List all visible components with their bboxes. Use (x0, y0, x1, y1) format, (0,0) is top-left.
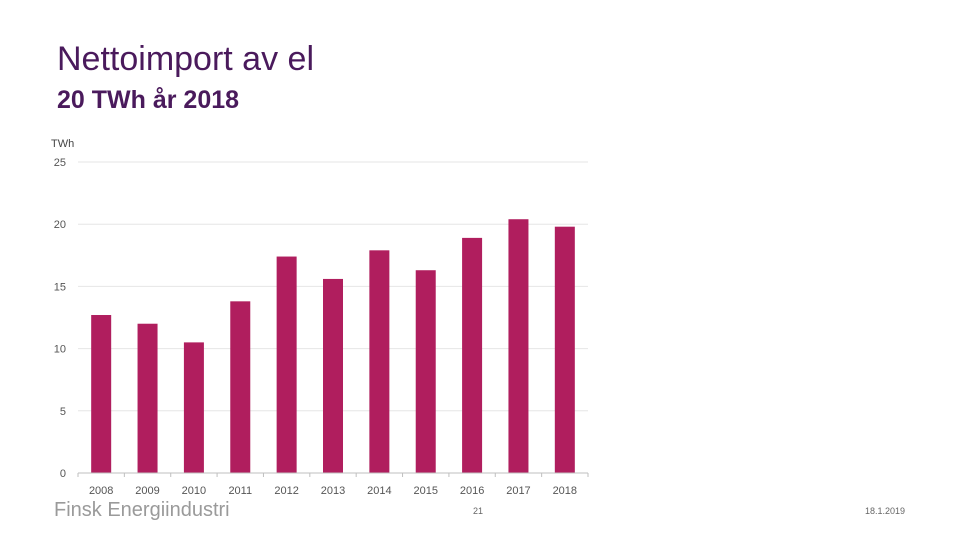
bar-2018 (554, 226, 575, 473)
x-tick-label: 2011 (228, 485, 252, 497)
y-tick-label: 25 (54, 157, 66, 169)
y-axis-label: TWh (51, 138, 74, 150)
x-tick-label: 2018 (553, 485, 577, 497)
x-tick-label: 2013 (321, 485, 345, 497)
bar-2013 (323, 278, 343, 473)
bar-2008 (91, 315, 112, 473)
x-tick-label: 2012 (274, 485, 298, 497)
y-tick-label: 20 (54, 219, 66, 231)
x-tick-label: 2009 (135, 485, 159, 497)
bar-2015 (415, 270, 436, 473)
y-tick-label: 5 (60, 406, 66, 418)
bar-2012 (276, 256, 297, 473)
x-tick-label: 2008 (89, 485, 113, 497)
y-tick-label: 15 (54, 281, 66, 293)
company-logo: Finsk Energiindustri (54, 499, 230, 521)
page-subtitle: 20 TWh år 2018 (57, 86, 240, 114)
y-tick-label: 10 (54, 344, 66, 356)
bar-2016 (462, 237, 483, 473)
bar-2017 (508, 219, 529, 473)
x-tick-label: 2015 (413, 485, 437, 497)
page-number: 21 (473, 506, 484, 516)
bar-2010 (183, 342, 204, 473)
y-tick-label: 0 (60, 468, 66, 480)
bar-2014 (369, 250, 390, 473)
x-tick-label: 2014 (367, 485, 391, 497)
x-tick-label: 2017 (506, 485, 530, 497)
bar-2009 (137, 323, 158, 473)
slide-date: 18.1.2019 (865, 506, 906, 516)
page-title: Nettoimport av el (57, 40, 314, 78)
bar-2011 (230, 301, 251, 473)
x-tick-label: 2010 (182, 485, 206, 497)
x-tick-label: 2016 (460, 485, 484, 497)
